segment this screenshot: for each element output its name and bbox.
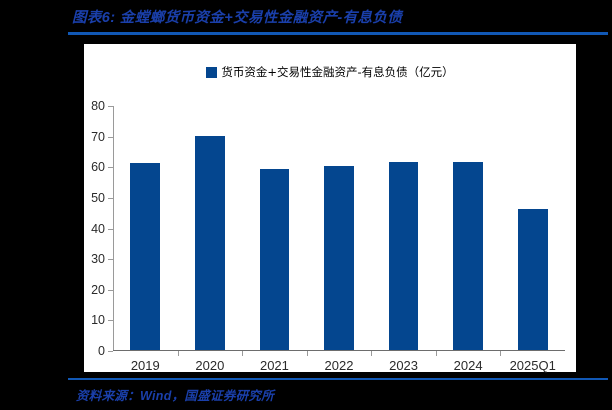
- x-axis-tick: [177, 351, 179, 356]
- y-axis-tick-label: 30: [91, 252, 105, 267]
- plot-area: 0 10 20 30 40 50 60 70 80 2019 2020 2021 2022 2023 20…: [91, 99, 565, 373]
- bar-2019: [130, 163, 161, 350]
- x-axis-tick: [435, 351, 437, 356]
- title-divider: [68, 32, 608, 35]
- bar-2024: [453, 161, 483, 350]
- x-axis-tick-label: 2021: [259, 358, 289, 373]
- y-axis-tick-label: 40: [91, 221, 105, 236]
- y-axis-tick: [108, 259, 113, 261]
- bar-2023: [388, 161, 419, 350]
- x-axis-tick-label: 2025Q1: [509, 358, 556, 373]
- y-axis-tick: [108, 136, 113, 138]
- y-axis-tick-label: 60: [91, 160, 105, 175]
- y-axis-tick-label: 50: [91, 190, 105, 205]
- chart-legend: 货币资金+交易性金融资产-有息负债（亿元）: [84, 64, 576, 80]
- legend-item-label: 货币资金+交易性金融资产-有息负债（亿元）: [221, 65, 454, 79]
- x-axis-tick-label: 2023: [389, 358, 419, 373]
- y-axis-tick: [108, 320, 113, 322]
- chart-panel: 货币资金+交易性金融资产-有息负债（亿元） 0 10 20 30 40 50 60 70 80 …: [84, 44, 576, 373]
- y-axis-tick: [108, 167, 113, 169]
- y-axis-tick-label: 0: [98, 344, 105, 358]
- y-axis-tick: [108, 106, 113, 107]
- y-axis-tick-label: 20: [91, 282, 105, 297]
- y-axis-tick: [108, 351, 113, 352]
- y-axis-line: [113, 106, 114, 351]
- x-axis-tick: [371, 351, 373, 356]
- source-note: 资料来源：Wind，国盛证券研究所: [76, 389, 275, 403]
- bar-2021: [259, 169, 290, 350]
- footer-divider: [68, 378, 608, 380]
- x-axis-tick-label: 2019: [130, 358, 160, 373]
- y-axis-tick-label: 70: [91, 129, 105, 144]
- y-axis-tick: [108, 197, 113, 199]
- y-axis-tick-label: 80: [91, 99, 105, 113]
- bar-2022: [324, 166, 354, 350]
- y-axis-tick-label: 10: [91, 313, 105, 328]
- x-axis-line: [113, 350, 565, 351]
- figure-title-bar: 图表6: 金螳螂货币资金+交易性金融资产-有息负债: [0, 0, 612, 44]
- y-axis-tick: [108, 289, 113, 291]
- legend-swatch-icon: [206, 66, 218, 78]
- y-axis-tick: [108, 228, 113, 230]
- x-axis-tick-label: 2020: [195, 358, 225, 373]
- bar-2025Q1: [517, 209, 548, 350]
- page-title: 图表6: 金螳螂货币资金+交易性金融资产-有息负债: [72, 10, 403, 26]
- x-axis-tick-label: 2024: [453, 358, 483, 373]
- x-axis-tick-label: 2022: [324, 358, 354, 373]
- bar-2020: [195, 135, 225, 350]
- x-axis-tick: [242, 351, 244, 356]
- x-axis-tick: [500, 351, 502, 356]
- x-axis-tick: [306, 351, 308, 356]
